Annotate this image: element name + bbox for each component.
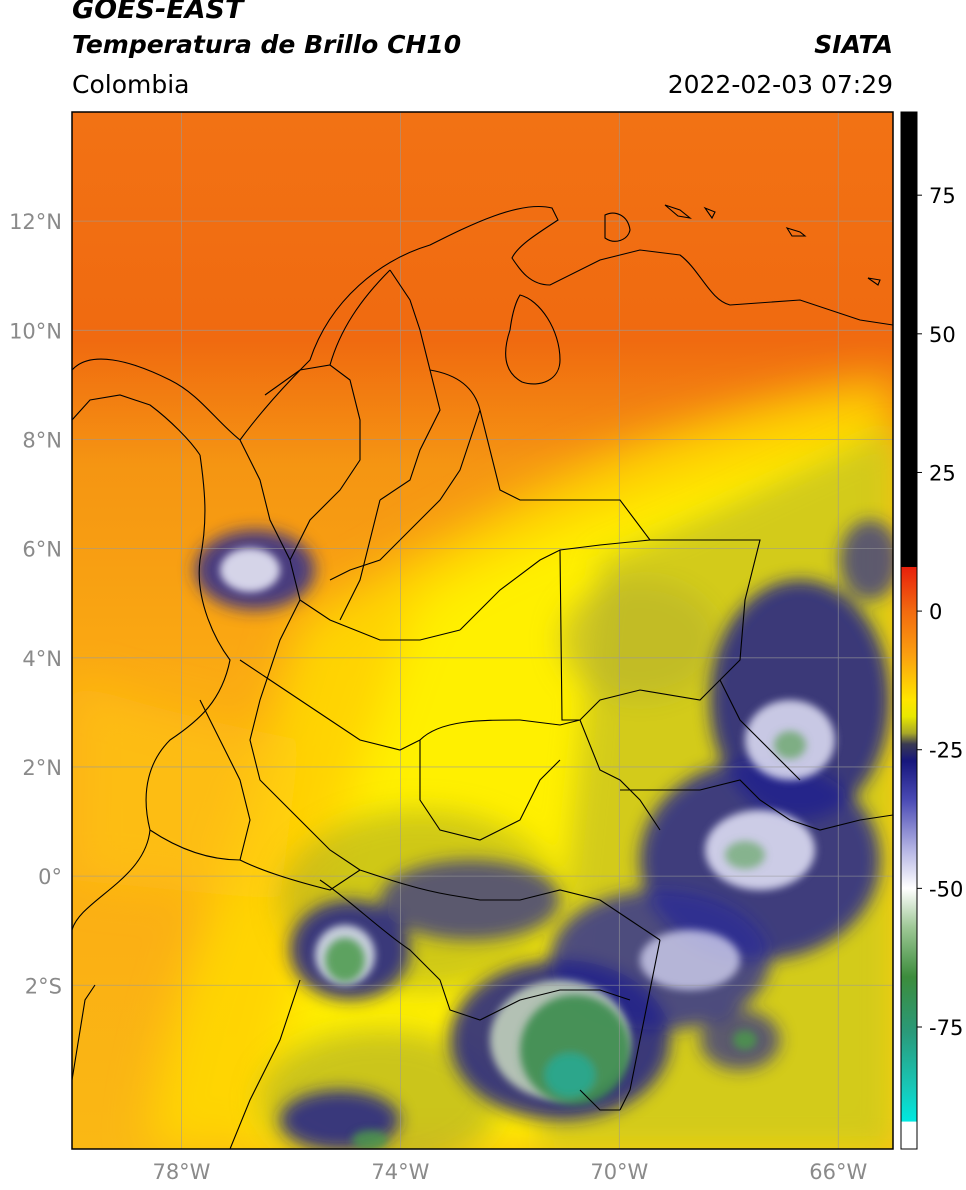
lat-tick-label: 6°N [22,538,62,562]
satellite-image [72,112,893,1149]
organization-label: SIATA [814,30,893,59]
colorbar-tick-label: -25 [929,739,963,763]
map-frame [71,111,894,1150]
lat-tick-label: 2°S [25,974,62,998]
colorbar-tick-label: 75 [929,184,956,208]
lat-tick-label: 10°N [9,319,62,343]
lat-tick-label: 4°N [22,647,62,671]
region-label: Colombia [72,70,190,99]
colorbar-tick-label: 50 [929,323,956,347]
lat-tick-label: 0° [38,865,62,889]
lat-tick-label: 2°N [22,756,62,780]
longitude-labels: 78°W 74°W 70°W 66°W [152,1160,867,1184]
borders-layer [72,204,893,1149]
lon-tick-label: 70°W [590,1160,648,1184]
colorbar-scale [900,111,918,1150]
colorbar-ticks: 75 50 25 0 -25 -50 -75 [917,184,963,1040]
colorbar-tick-label: 0 [929,600,942,624]
colorbar-tick-label: -50 [929,877,963,901]
lon-tick-label: 78°W [152,1160,210,1184]
product-title: Temperatura de Brillo CH10 [72,30,462,59]
lon-tick-label: 74°W [371,1160,429,1184]
latitude-labels: 12°N 10°N 8°N 6°N 4°N 2°N 0° 2°S [9,210,62,998]
lat-tick-label: 12°N [9,210,62,234]
colorbar-tick-label: -75 [929,1016,963,1040]
timestamp-label: 2022-02-03 07:29 [667,70,893,99]
satellite-title: GOES-EAST [72,0,244,25]
lon-tick-label: 66°W [809,1160,867,1184]
lat-tick-label: 8°N [22,428,62,452]
colorbar-tick-label: 25 [929,461,956,485]
colorbar: 75 50 25 0 -25 -50 -75 [900,111,963,1150]
